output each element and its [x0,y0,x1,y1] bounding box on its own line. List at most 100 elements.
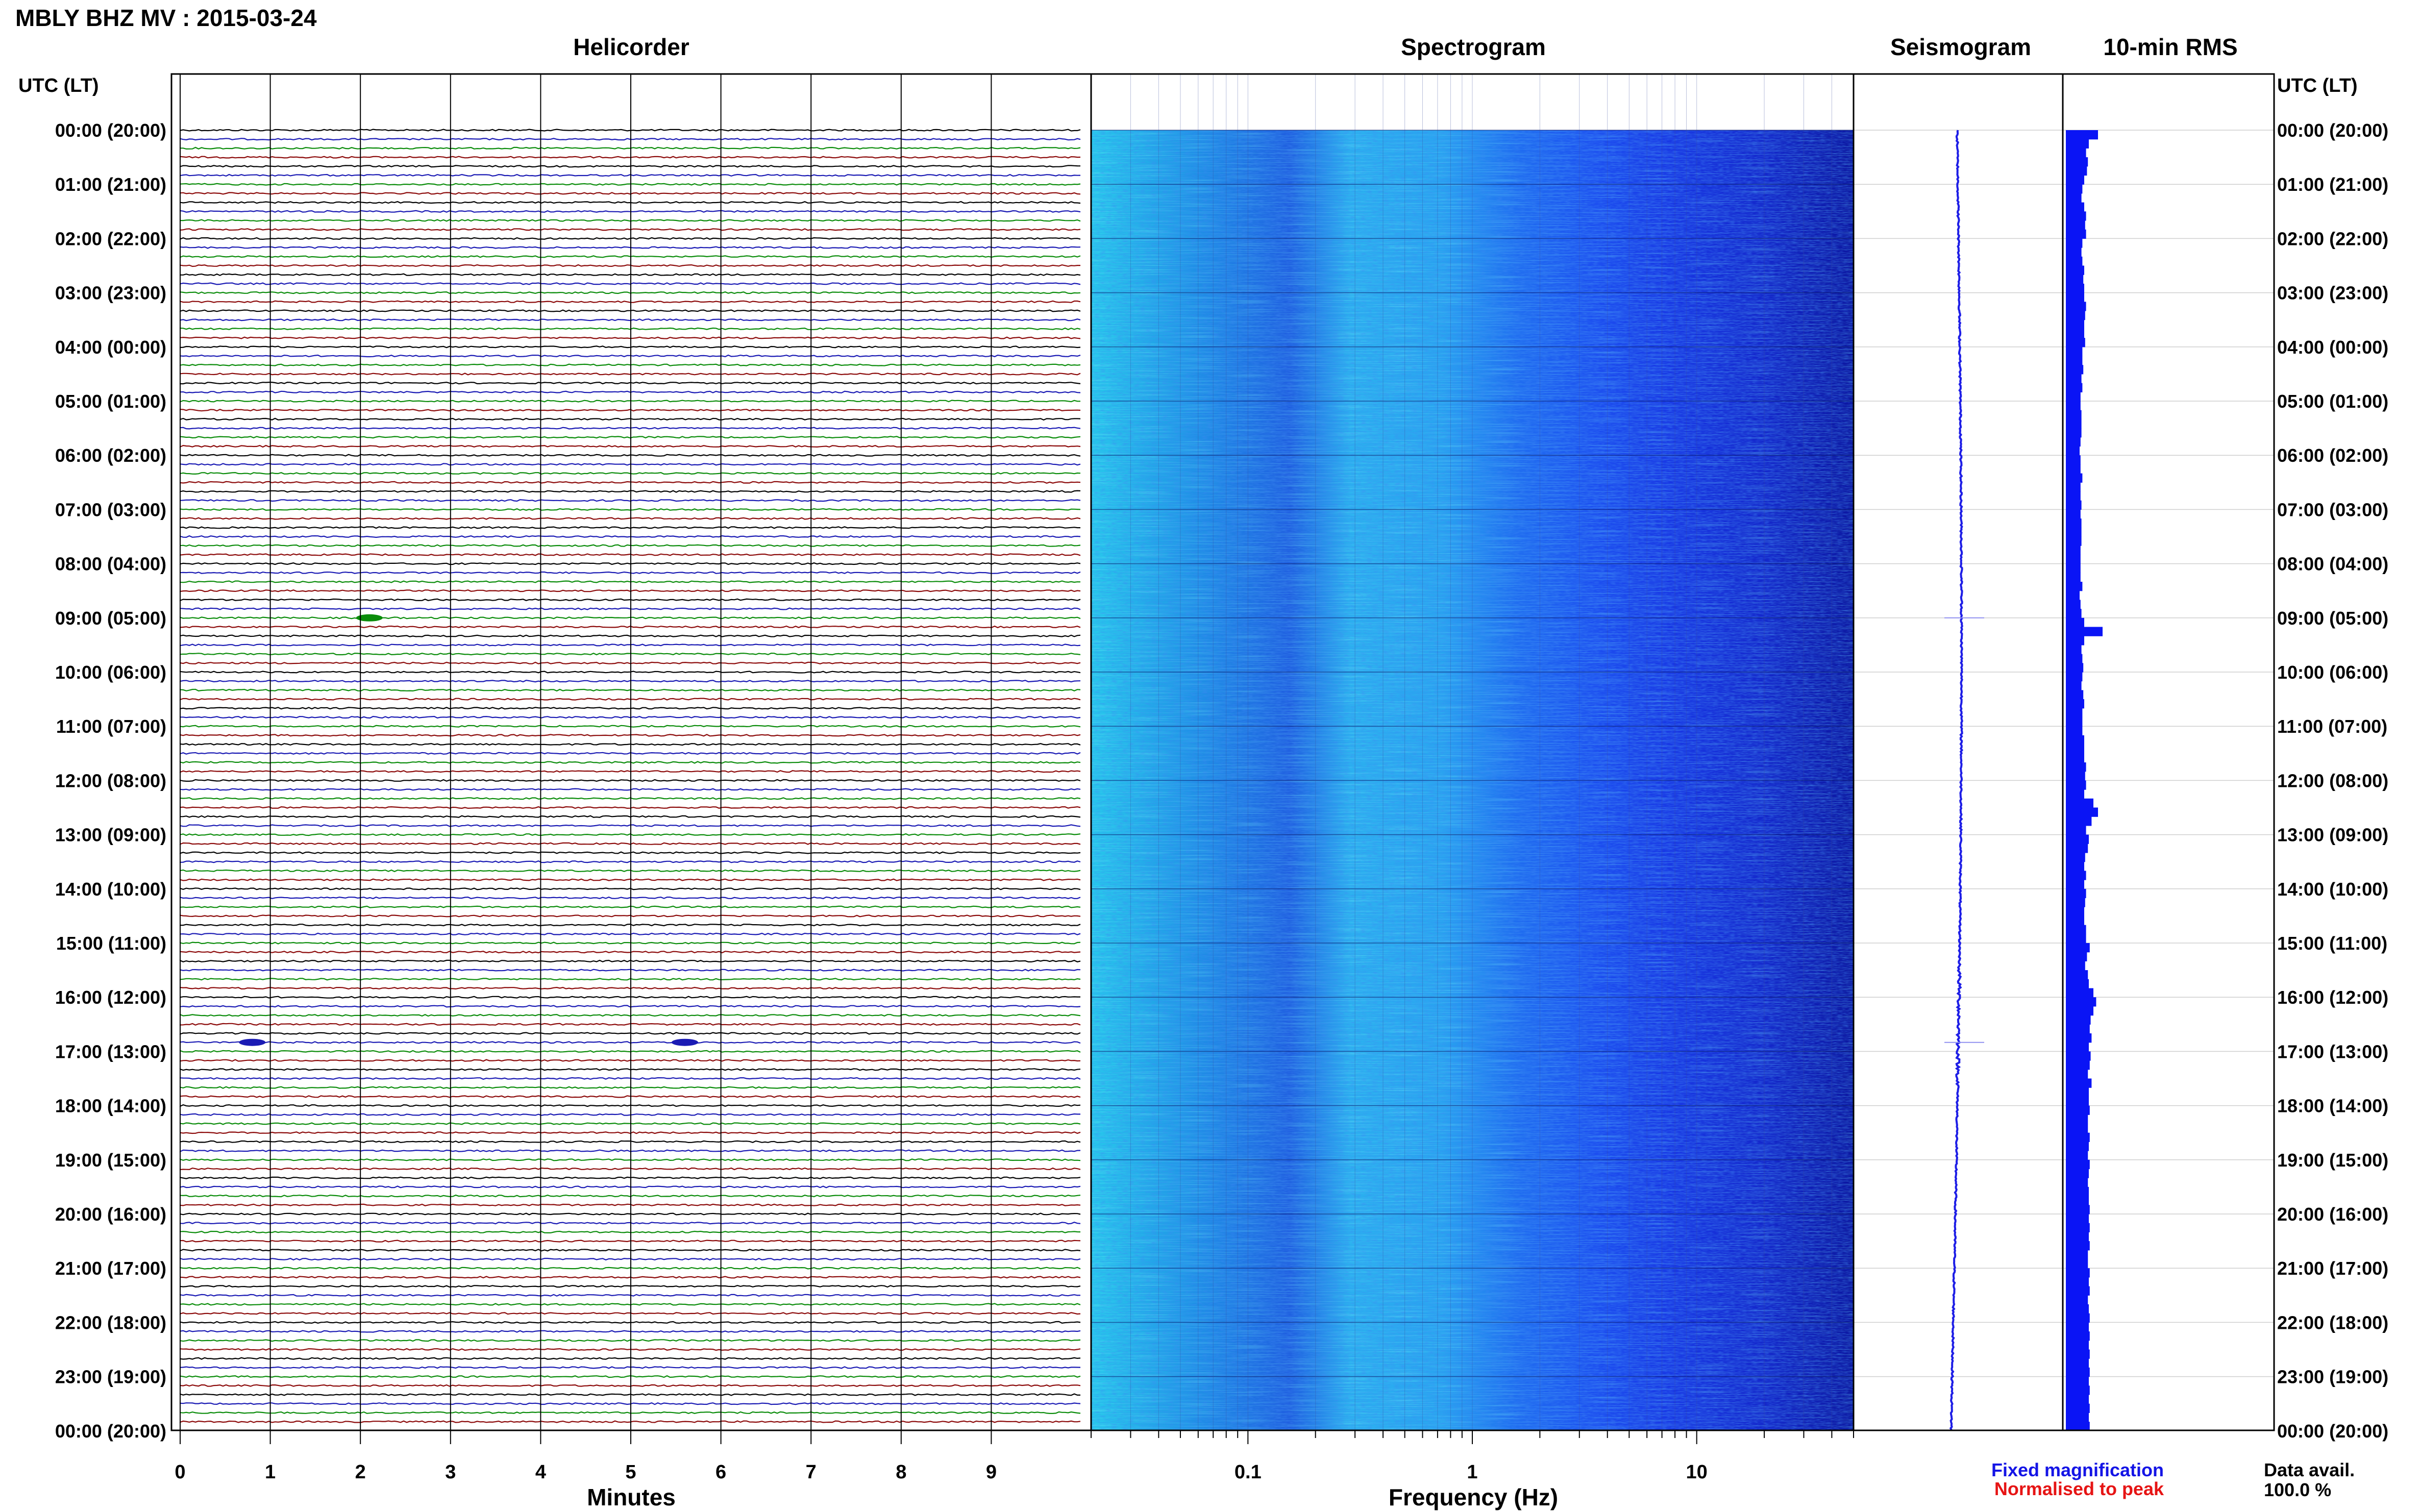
helicorder-trace [179,986,1081,990]
rms-bar [2066,1159,2090,1170]
helicorder-trace [179,878,1081,881]
helicorder-trace [179,138,1081,141]
time-tick-label-left: 01:00 (21:00) [55,174,166,195]
left-time-axis-label: UTC (LT) [18,75,99,96]
helicorder-trace [179,1357,1081,1360]
helicorder-trace [179,508,1081,511]
helicorder-trace [179,345,1081,349]
rms-bar [2066,1015,2091,1025]
rms-panel-title: 10-min RMS [2103,34,2237,60]
helicorder-trace [179,851,1081,854]
helicorder-trace [179,517,1081,520]
time-tick-label-right: 00:00 (20:00) [2277,1421,2388,1442]
helicorder-trace [179,671,1081,674]
helicorder-trace [179,183,1081,186]
time-tick-label-right: 07:00 (03:00) [2277,499,2388,520]
helicorder-trace [179,417,1081,421]
helicorder-trace [179,237,1081,240]
rms-bar [2066,1078,2092,1088]
rms-bar [2066,1223,2090,1232]
helicorder-trace [179,1041,1081,1044]
rms-bar [2066,1186,2089,1197]
helicorder-trace [179,454,1081,457]
time-ticks-right: 00:00 (20:00) 01:00 (21:00) 02:00 (22:00) 0… [2277,120,2388,1442]
rms-bar [2066,311,2085,320]
time-tick-label-right: 11:00 (07:00) [2277,716,2387,737]
time-tick-label-left: 10:00 (06:00) [55,662,166,683]
helicorder-trace [179,860,1081,863]
rms-bar [2066,825,2086,835]
rms-bar [2066,302,2086,311]
helicorder-trace [179,978,1081,981]
helicorder-trace [179,1321,1081,1324]
time-tick-label-left: 14:00 (10:00) [55,879,166,900]
helicorder-trace [179,1013,1081,1017]
rms-bar [2066,798,2093,808]
rms-bar [2066,1151,2088,1160]
helicorder-trace [179,1375,1081,1378]
frequency-tick-label: 1 [1467,1461,1477,1483]
rms-bar [2066,518,2082,528]
helicorder-trace [179,951,1081,954]
rms-bar [2066,1178,2088,1187]
rms-bar [2066,907,2084,916]
time-tick-label-left: 03:00 (23:00) [55,283,166,304]
rms-bar [2066,915,2084,926]
frequency-tick-label: 10 [1686,1461,1708,1483]
rms-bar [2066,464,2081,474]
rms-bar [2066,699,2084,709]
rms-bar [2066,1087,2089,1097]
rms-bar [2066,1051,2091,1061]
time-tick-label-right: 19:00 (15:00) [2277,1150,2388,1171]
helicorder-panel-title: Helicorder [573,34,689,60]
fixed-magnification-note: Fixed magnification [1991,1459,2164,1480]
rms-bar [2066,1340,2089,1350]
time-tick-label-right: 08:00 (04:00) [2277,554,2388,575]
rms-bar [2066,582,2083,591]
rms-bar [2066,1205,2090,1214]
rms-bar [2066,1331,2090,1341]
rms-bar [2066,175,2084,185]
rms-bar [2066,1033,2092,1043]
rms-bar [2066,193,2082,203]
helicorder-trace [179,634,1081,637]
rms-bar [2066,1295,2088,1305]
helicorder-trace [179,1167,1081,1171]
helicorder-trace [179,273,1081,276]
helicorder-trace [179,1393,1080,1396]
panel-gridlines [180,74,2274,1444]
rms-bar [2066,509,2081,519]
helicorder-trace [179,1384,1081,1387]
rms-bar [2066,401,2081,411]
helicorder-trace [179,941,1081,945]
rms-bar [2066,979,2089,989]
helicorder-trace [179,761,1081,764]
helicorder-trace [179,652,1081,656]
helicorder-trace [179,688,1081,692]
helicorder-trace [179,173,1081,177]
helicorder-trace [179,1249,1081,1252]
rms-bar [2066,807,2098,817]
helicorder-trace [179,1023,1081,1026]
spectrogram-x-axis-label: Frequency (Hz) [1389,1484,1558,1510]
minute-tick-label: 7 [806,1461,817,1483]
helicorder-trace [179,255,1081,258]
rms-bar [2066,139,2089,148]
helicorder-trace [179,869,1081,873]
rms-bar [2066,816,2092,826]
time-tick-label-right: 13:00 (09:00) [2277,825,2388,846]
helicorder-trace [179,336,1081,339]
rms-bar [2066,771,2085,781]
rms-bar [2066,536,2082,546]
rms-bar [2066,934,2086,944]
rms-bar [2066,374,2082,384]
rms-bar [2066,166,2087,176]
helicorder-trace [179,1240,1081,1243]
minute-tick-label: 0 [175,1461,185,1483]
rms-bar [2066,238,2083,248]
rms-bar [2066,392,2081,402]
helicorder-trace [179,616,1081,619]
helicorder-trace [179,535,1081,538]
rms-bar [2066,590,2080,600]
